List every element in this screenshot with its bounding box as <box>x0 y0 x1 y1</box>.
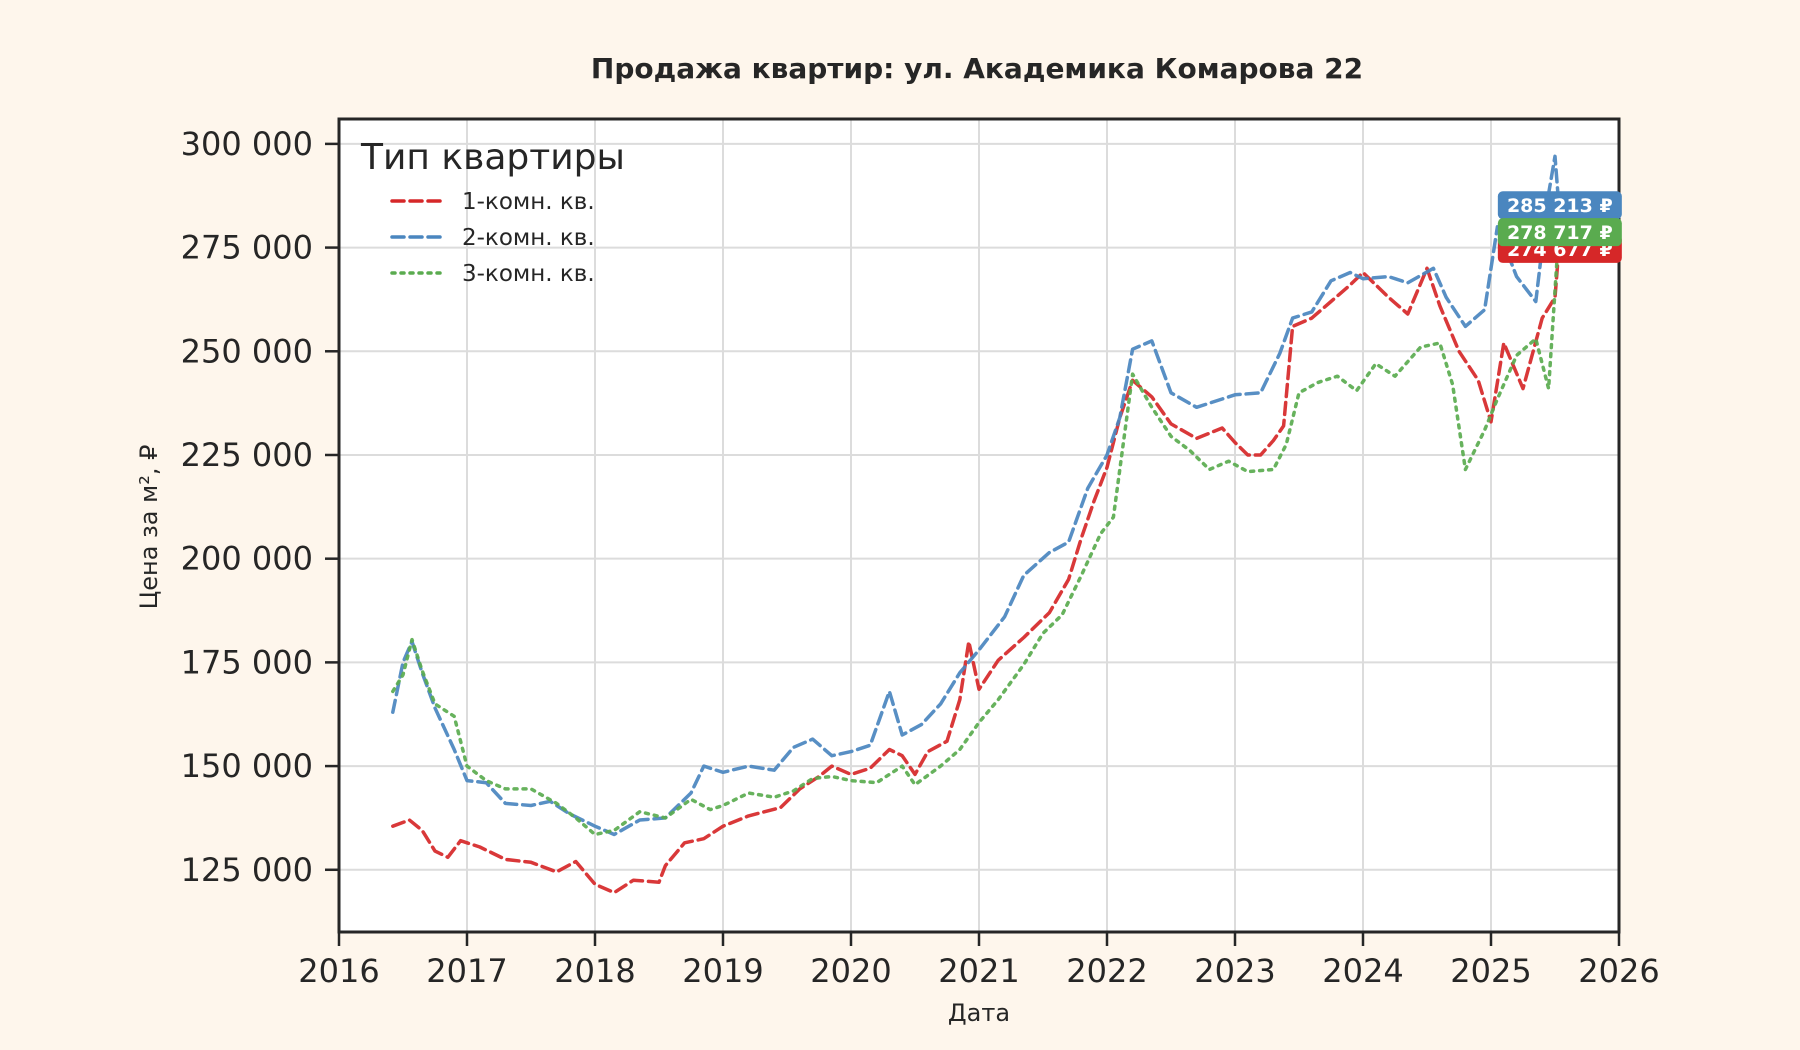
x-tick-label: 2025 <box>1450 952 1531 990</box>
x-tick-label: 2021 <box>938 952 1019 990</box>
legend-label-2: 2-комн. кв. <box>462 225 595 251</box>
x-tick-label: 2019 <box>682 952 763 990</box>
y-axis: 125 000 150 000 175 000 200 000 225 000 250 0… <box>181 125 339 889</box>
y-tick-label: 275 000 <box>181 229 313 267</box>
y-tick-label: 300 000 <box>181 125 313 163</box>
y-tick-label: 125 000 <box>181 851 313 889</box>
series-line-1 <box>391 247 1561 895</box>
y-tick-label: 200 000 <box>181 540 313 578</box>
series-lines <box>391 154 1561 895</box>
series-line-2 <box>391 154 1561 837</box>
series-line-3 <box>391 230 1561 837</box>
end-value-badge <box>1497 218 1622 247</box>
end-value-labels: 274 677 ₽285 213 ₽278 717 ₽ <box>1497 191 1622 263</box>
x-axis: 2016 2017 2018 2019 2020 2021 2022 2023 2024 2025… <box>298 932 1660 990</box>
x-tick-label: 2024 <box>1322 952 1403 990</box>
y-tick-label: 250 000 <box>181 332 313 370</box>
x-tick-label: 2026 <box>1578 952 1659 990</box>
end-value-label-2: 285 213 ₽ <box>1497 191 1622 220</box>
x-tick-label: 2022 <box>1066 952 1147 990</box>
chart-title: Продажа квартир: ул. Академика Комарова … <box>591 52 1363 85</box>
x-axis-label: Дата <box>948 999 1010 1027</box>
end-value-text: 285 213 ₽ <box>1507 195 1613 217</box>
legend: Тип квартиры 1-комн. кв. 2-комн. кв. 3-ком… <box>360 137 625 287</box>
x-tick-label: 2020 <box>810 952 891 990</box>
end-value-text: 278 717 ₽ <box>1507 222 1613 244</box>
x-tick-label: 2023 <box>1194 952 1275 990</box>
x-tick-label: 2018 <box>554 952 635 990</box>
x-tick-label: 2016 <box>298 952 379 990</box>
x-tick-label: 2017 <box>426 952 507 990</box>
end-value-label-3: 278 717 ₽ <box>1497 218 1622 247</box>
y-axis-label: Цена за м², ₽ <box>135 445 163 610</box>
y-tick-label: 150 000 <box>181 747 313 785</box>
legend-label-1: 1-комн. кв. <box>462 189 595 215</box>
end-value-badge <box>1497 191 1622 220</box>
legend-title: Тип квартиры <box>360 137 625 178</box>
y-tick-label: 175 000 <box>181 643 313 681</box>
legend-label-3: 3-комн. кв. <box>462 261 595 287</box>
y-tick-label: 225 000 <box>181 436 313 474</box>
